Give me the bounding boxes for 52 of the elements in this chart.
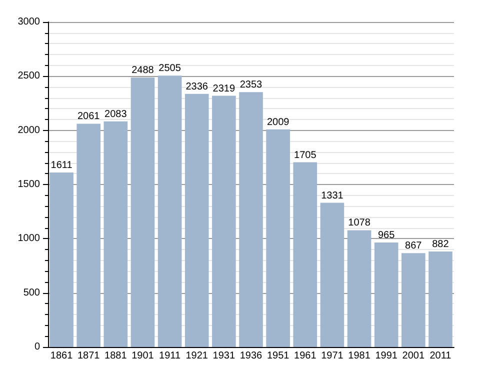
bar (50, 172, 74, 347)
y-tick-label: 3000 (18, 16, 40, 28)
bar (104, 121, 128, 347)
bar (428, 251, 452, 347)
y-tick-label: 1500 (18, 179, 40, 190)
x-tick-label: 1936 (240, 350, 263, 362)
bar (184, 94, 209, 347)
bar (293, 162, 318, 347)
data-label: 2009 (266, 116, 290, 128)
x-tick-label: 1861 (50, 350, 74, 362)
bar (76, 124, 101, 347)
data-label: 1705 (294, 150, 317, 161)
data-label: 965 (378, 230, 396, 241)
x-tick-label: 1901 (132, 350, 154, 362)
x-tick-label: 1961 (294, 350, 317, 362)
x-tick-label: 1911 (159, 350, 181, 362)
y-tick-label: 1000 (18, 233, 40, 244)
data-label: 2061 (77, 111, 100, 122)
data-label: 2083 (104, 108, 128, 120)
data-label: 1611 (50, 160, 73, 171)
data-label: 2353 (240, 80, 263, 91)
bar (158, 76, 182, 347)
data-label: 1331 (321, 190, 344, 202)
bar (130, 77, 155, 347)
bar (239, 92, 263, 347)
x-tick-label: 2011 (430, 350, 452, 362)
x-tick-label: 1931 (212, 350, 236, 362)
x-tick-label: 1871 (77, 350, 100, 362)
x-tick-label: 1991 (375, 350, 398, 362)
y-tick-label: 2500 (18, 70, 40, 82)
y-tick-label: 0 (34, 342, 40, 352)
bar (320, 202, 344, 347)
x-tick-label: 1921 (186, 350, 208, 362)
data-label: 2336 (186, 81, 208, 92)
x-tick-label: 1981 (348, 350, 371, 362)
bar (347, 230, 372, 347)
data-label: 1078 (348, 218, 371, 229)
x-tick-label: 1881 (104, 350, 128, 362)
data-label: 2488 (132, 64, 154, 76)
bar (266, 129, 290, 347)
data-label: 882 (432, 238, 450, 250)
data-label: 2319 (212, 83, 236, 94)
data-label: 867 (405, 240, 422, 252)
data-label: 2505 (158, 63, 182, 74)
bar (401, 253, 426, 347)
x-tick-label: 1951 (266, 350, 290, 362)
y-tick-label: 500 (23, 287, 40, 298)
x-tick-label: 2001 (402, 350, 425, 362)
x-tick-label: 1971 (321, 350, 344, 362)
bar (374, 242, 398, 347)
y-tick-label: 2000 (18, 124, 40, 136)
bar (212, 96, 236, 347)
